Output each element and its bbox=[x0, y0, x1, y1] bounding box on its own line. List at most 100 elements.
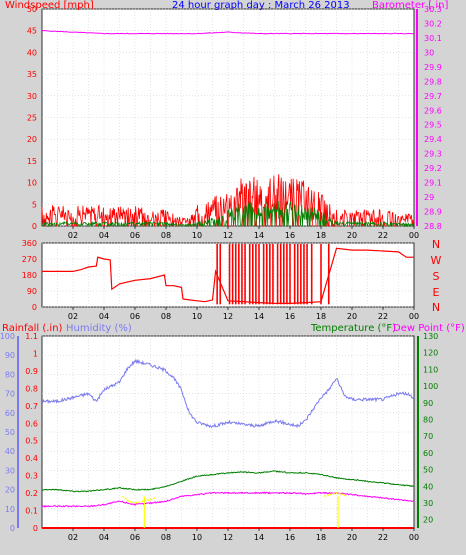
panel-3-x-tick-label: 18 bbox=[316, 533, 326, 542]
humidity-axis-label: Humidity (%) bbox=[66, 323, 132, 334]
windspeed-tick-label: 35 bbox=[27, 70, 37, 79]
rainfall-tick-label: 0.3 bbox=[25, 472, 38, 481]
barometer-tick-label: 29.8 bbox=[424, 77, 442, 86]
temperature-axis-label: Temperature (°F) bbox=[310, 323, 396, 334]
windspeed-tick-label: 10 bbox=[27, 179, 37, 188]
panel-2-x-tick-label: 22 bbox=[378, 312, 388, 321]
direction-degree-tick-label: 180 bbox=[22, 271, 37, 280]
panel-2-x-tick-label: 08 bbox=[161, 312, 171, 321]
barometer-tick-label: 29.5 bbox=[424, 121, 442, 130]
rainfall-tick-label: 0 bbox=[33, 524, 38, 533]
compass-tick-label: N bbox=[432, 301, 440, 314]
panel-1-x-tick-label: 10 bbox=[192, 231, 202, 240]
barometer-tick-label: 30.1 bbox=[424, 34, 442, 43]
temperature-tick-label: 50 bbox=[423, 466, 433, 475]
panel-2-x-tick-label: 06 bbox=[130, 312, 140, 321]
panel-1-x-tick-label: 06 bbox=[130, 231, 140, 240]
temperature-tick-label: 60 bbox=[423, 449, 433, 458]
humidity-tick-label: 10 bbox=[5, 505, 15, 514]
wind-direction-line bbox=[42, 247, 414, 304]
humidity-tick-label: 70 bbox=[5, 390, 15, 399]
panel-1-x-tick-label: 14 bbox=[254, 231, 264, 240]
barometer-tick-label: 29.2 bbox=[424, 164, 442, 173]
barometer-tick-label: 30.3 bbox=[424, 5, 442, 14]
windspeed-tick-label: 20 bbox=[27, 135, 37, 144]
humidity-tick-label: 80 bbox=[5, 370, 15, 379]
panel-3-x-tick-label: 06 bbox=[130, 533, 140, 542]
temperature-tick-label: 20 bbox=[423, 516, 433, 525]
direction-degree-tick-label: 90 bbox=[27, 287, 37, 296]
windspeed-tick-label: 0 bbox=[32, 222, 37, 231]
rainfall-tick-label: 0.5 bbox=[25, 437, 38, 446]
rainfall-tick-label: 0.7 bbox=[25, 402, 38, 411]
windspeed-tick-label: 40 bbox=[27, 48, 37, 57]
panel-rain-humidity-temperature: 010203040506070809010000.10.20.30.40.50.… bbox=[0, 323, 465, 542]
panel-2-x-tick-label: 12 bbox=[223, 312, 233, 321]
barometer-line bbox=[41, 29, 414, 35]
panel-2-x-tick-label: 20 bbox=[347, 312, 357, 321]
temperature-tick-label: 100 bbox=[423, 382, 438, 391]
dewpoint-highlight-segment bbox=[122, 495, 156, 504]
panel-2-x-tick-label: 00 bbox=[409, 312, 419, 321]
dewpoint-line bbox=[41, 491, 415, 508]
panel-2-x-tick-label: 04 bbox=[99, 312, 109, 321]
panel-2-x-tick-label: 14 bbox=[254, 312, 264, 321]
temperature-tick-label: 30 bbox=[423, 499, 433, 508]
panel-1-x-tick-label: 02 bbox=[68, 231, 78, 240]
dewpoint-axis-label: Dew Point (°F) bbox=[393, 323, 465, 334]
panel-3-x-tick-label: 14 bbox=[254, 533, 264, 542]
humidity-tick-label: 40 bbox=[5, 447, 15, 456]
temperature-tick-label: 90 bbox=[423, 399, 433, 408]
panel-2-x-tick-label: 10 bbox=[192, 312, 202, 321]
panel-3-x-tick-label: 16 bbox=[285, 533, 295, 542]
barometer-tick-label: 29.6 bbox=[424, 106, 442, 115]
temperature-tick-label: 40 bbox=[423, 482, 433, 491]
humidity-tick-label: 50 bbox=[5, 428, 15, 437]
panel-1-x-tick-label: 04 bbox=[99, 231, 109, 240]
humidity-tick-label: 0 bbox=[10, 524, 15, 533]
humidity-tick-label: 90 bbox=[5, 351, 15, 360]
rainfall-tick-label: 0.2 bbox=[25, 489, 38, 498]
panel-3-x-tick-label: 02 bbox=[68, 533, 78, 542]
panel-2-x-tick-label: 16 bbox=[285, 312, 295, 321]
barometer-tick-label: 29.1 bbox=[424, 179, 442, 188]
panel-1-x-tick-label: 12 bbox=[223, 231, 233, 240]
windspeed-tick-label: 50 bbox=[27, 5, 37, 14]
barometer-tick-label: 30 bbox=[424, 48, 434, 57]
direction-degree-tick-label: 0 bbox=[32, 303, 37, 312]
windspeed-tick-label: 45 bbox=[27, 27, 37, 36]
rainfall-axis-label: Rainfall (.in) bbox=[2, 323, 63, 334]
barometer-tick-label: 29 bbox=[424, 193, 434, 202]
humidity-tick-label: 100 bbox=[0, 332, 15, 341]
panel-3-x-tick-label: 12 bbox=[223, 533, 233, 542]
windspeed-tick-label: 25 bbox=[27, 114, 37, 123]
compass-tick-label: N bbox=[432, 238, 440, 251]
windspeed-tick-label: 5 bbox=[32, 200, 37, 209]
panel-3-x-tick-label: 00 bbox=[409, 533, 419, 542]
panel-3-x-tick-label: 10 bbox=[192, 533, 202, 542]
temperature-tick-label: 130 bbox=[423, 332, 438, 341]
humidity-line bbox=[41, 358, 415, 429]
panel-1-x-tick-label: 22 bbox=[378, 231, 388, 240]
rainfall-tick-label: 0.8 bbox=[25, 384, 38, 393]
rainfall-tick-label: 0.4 bbox=[25, 454, 38, 463]
panel-1-x-tick-label: 08 bbox=[161, 231, 171, 240]
barometer-tick-label: 29.9 bbox=[424, 63, 442, 72]
chart-title: 24 hour graph day : March 26 2013 bbox=[172, 0, 350, 11]
barometer-axis-label: Barometer [.in] bbox=[372, 0, 448, 11]
humidity-tick-label: 30 bbox=[5, 466, 15, 475]
panel-1-x-tick-label: 20 bbox=[347, 231, 357, 240]
barometer-tick-label: 28.9 bbox=[424, 208, 442, 217]
panel-2-x-tick-label: 02 bbox=[68, 312, 78, 321]
direction-degree-tick-label: 360 bbox=[22, 239, 37, 248]
panel-3-x-tick-label: 22 bbox=[378, 533, 388, 542]
windspeed-axis-label: Windspeed [mph] bbox=[5, 0, 94, 11]
windspeed-tick-label: 15 bbox=[27, 157, 37, 166]
barometer-tick-label: 28.8 bbox=[424, 222, 442, 231]
barometer-tick-label: 29.3 bbox=[424, 150, 442, 159]
windspeed-tick-label: 30 bbox=[27, 92, 37, 101]
dewpoint-highlight-segment bbox=[323, 492, 348, 498]
panel-1-x-tick-label: 00 bbox=[409, 231, 419, 240]
compass-tick-label: S bbox=[433, 270, 440, 283]
